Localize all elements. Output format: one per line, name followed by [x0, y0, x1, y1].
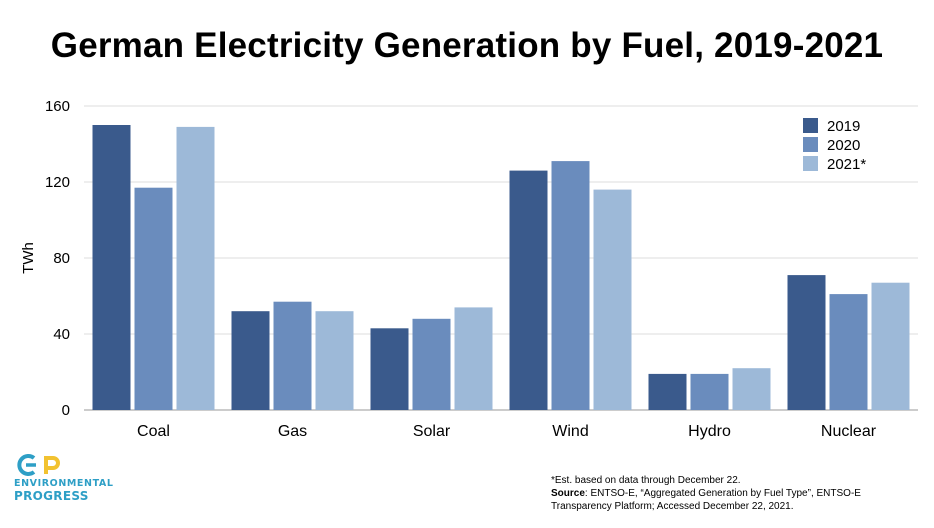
x-tick-label: Wind: [552, 423, 588, 440]
bar-nuclear-2021: [871, 282, 910, 410]
source-text: : ENTSO-E, “Aggregated Generation by Fue…: [551, 488, 861, 512]
y-tick-label: 0: [62, 402, 70, 419]
y-tick-label: 40: [53, 326, 70, 343]
y-axis-label: TWh: [20, 242, 37, 274]
legend-label: 2021*: [827, 156, 866, 173]
bar-hydro-2019: [648, 373, 687, 410]
x-tick-label: Gas: [278, 423, 307, 440]
bar-coal-2019: [92, 125, 131, 410]
legend-swatch: [803, 137, 818, 152]
bar-gas-2019: [231, 311, 270, 410]
footnote: *Est. based on data through December 22.…: [551, 474, 921, 513]
x-tick-label: Coal: [137, 423, 170, 440]
bar-solar-2021: [454, 307, 493, 410]
bar-solar-2019: [370, 328, 409, 410]
legend-label: 2020: [827, 137, 860, 154]
bar-hydro-2020: [690, 373, 729, 410]
x-tick-label: Solar: [413, 423, 451, 440]
bar-hydro-2021: [732, 368, 771, 410]
bar-nuclear-2019: [787, 275, 826, 410]
logo-line-1: ENVIRONMENTAL: [14, 478, 114, 489]
footnote-source: Source: ENTSO-E, “Aggregated Generation …: [551, 487, 921, 513]
x-axis: Coal Gas Solar Wind Hydro Nuclear: [137, 423, 877, 440]
x-tick-label: Hydro: [688, 423, 731, 440]
chart-title: German Electricity Generation by Fuel, 2…: [50, 26, 884, 65]
bar-nuclear-2020: [829, 294, 868, 410]
bars: [92, 125, 910, 411]
legend: 2019 2020 2021*: [803, 118, 866, 173]
y-tick-label: 160: [45, 98, 70, 115]
bar-solar-2020: [412, 318, 451, 410]
y-axis: 0 40 80 120 160: [45, 98, 70, 419]
bar-wind-2019: [509, 170, 548, 410]
legend-label: 2019: [827, 118, 860, 135]
legend-swatch: [803, 156, 818, 171]
bar-wind-2021: [593, 189, 632, 410]
source-label: Source: [551, 488, 585, 499]
bar-wind-2020: [551, 161, 590, 410]
bar-gas-2021: [315, 311, 354, 410]
logo-text: ENVIRONMENTAL PROGRESS: [14, 478, 114, 503]
ep-logo-icon: [17, 454, 60, 476]
footnote-note: *Est. based on data through December 22.: [551, 475, 741, 486]
y-tick-label: 80: [53, 250, 70, 267]
environmental-progress-logo: [12, 452, 94, 510]
x-tick-label: Nuclear: [821, 423, 877, 440]
logo-line-2: PROGRESS: [14, 489, 89, 503]
bar-coal-2020: [134, 187, 173, 410]
y-tick-label: 120: [45, 174, 70, 191]
bar-gas-2020: [273, 301, 312, 410]
bar-coal-2021: [176, 126, 215, 411]
gridlines: [84, 105, 918, 411]
legend-swatch: [803, 118, 818, 133]
